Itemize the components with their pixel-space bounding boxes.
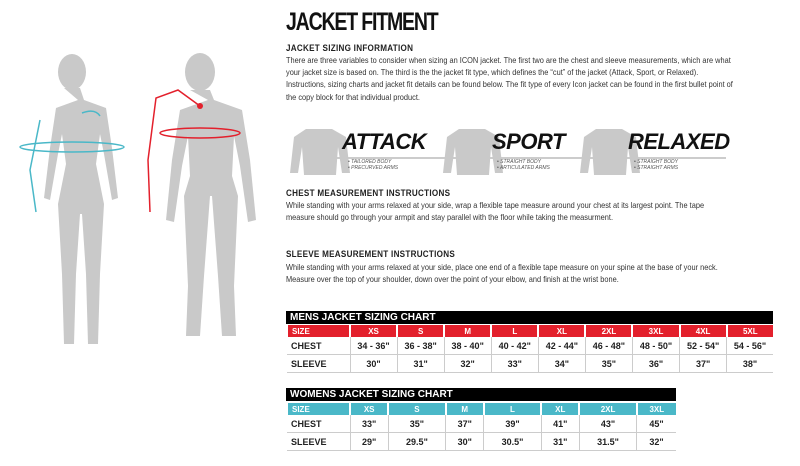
table-cell: XS [348, 403, 389, 415]
row-label: SLEEVE [287, 432, 350, 451]
chest-heading: CHEST MEASUREMENT INSTRUCTIONS [286, 188, 451, 198]
male-measure-lines [147, 89, 241, 213]
table-cell: 2XL [584, 325, 633, 337]
table-cell: 52 - 54" [679, 337, 727, 355]
table-cell: 32" [443, 354, 492, 373]
row-label: SIZE [286, 403, 350, 415]
womens-chart-title: WOMENS JACKET SIZING CHART [286, 388, 676, 401]
table-cell: 31" [396, 354, 445, 373]
table-cell: 45" [636, 415, 676, 433]
chest-text: While standing with your arms relaxed at… [286, 200, 705, 223]
sizing-info-heading: JACKET SIZING INFORMATION [286, 43, 414, 53]
table-cell: 30" [349, 354, 398, 373]
table-cell: 29" [349, 432, 389, 451]
table-row: SLEEVE 29" 29.5" 30" 30.5" 31" 31.5" 32" [287, 432, 676, 451]
fit-types: ATTACK • TAILORED BODY • PRECURVED ARMS S… [286, 127, 730, 177]
sleeve-text: While standing with your arms relaxed at… [286, 262, 718, 285]
table-cell: 34 - 36" [349, 337, 398, 355]
table-row: CHEST 33" 35" 37" 39" 41" 43" 45" [287, 415, 676, 433]
header-row: SIZE XS S M L XL 2XL 3XL [286, 403, 676, 415]
table-cell: 46 - 48" [584, 337, 633, 355]
table-cell: 5XL [725, 325, 773, 337]
table-cell: S [396, 325, 445, 337]
jacket-icon [580, 129, 640, 175]
table-cell: XS [348, 325, 398, 337]
table-cell: 40 - 42" [490, 337, 539, 355]
table-cell: 39" [483, 415, 542, 433]
table-cell: 30" [445, 432, 484, 451]
table-cell: 33" [349, 415, 389, 433]
table-cell: 36" [631, 354, 680, 373]
female-measure-lines [19, 110, 125, 213]
row-label: CHEST [287, 337, 350, 355]
table-cell: L [490, 325, 539, 337]
body-measurement-figures [19, 53, 256, 344]
table-cell: L [482, 403, 542, 415]
female-figure-illustration [44, 54, 118, 344]
table-cell: 38" [726, 354, 773, 373]
table-cell: M [443, 325, 492, 337]
mens-sizing-table: SIZE XS S M L XL 2XL 3XL 4XL 5XL CHEST 34 - 36" 36 -… [286, 325, 773, 373]
table-cell: 35" [584, 354, 633, 373]
row-label: CHEST [287, 415, 350, 433]
table-cell: 4XL [678, 325, 727, 337]
table-cell: 31" [540, 432, 580, 451]
table-cell: S [387, 403, 446, 415]
table-cell: 30.5" [483, 432, 542, 451]
mens-chart-title: MENS JACKET SIZING CHART [286, 311, 773, 324]
table-cell: 32" [636, 432, 676, 451]
table-cell: 3XL [631, 325, 680, 337]
table-cell: 34" [537, 354, 586, 373]
table-cell: 3XL [635, 403, 676, 415]
header-row: SIZE XS S M L XL 2XL 3XL 4XL 5XL [286, 325, 773, 337]
table-cell: 37" [445, 415, 484, 433]
table-cell: 37" [679, 354, 727, 373]
table-cell: 48 - 50" [631, 337, 680, 355]
table-cell: 54 - 56" [726, 337, 773, 355]
table-cell: 35" [387, 415, 446, 433]
womens-sizing-table: SIZE XS S M L XL 2XL 3XL CHEST 33" 35" 37" 39" 41" 43"… [286, 403, 676, 451]
male-figure-illustration [166, 53, 256, 336]
page-title: JACKET FITMENT [286, 8, 439, 36]
table-cell: 38 - 40" [443, 337, 492, 355]
table-cell: 31.5" [578, 432, 637, 451]
table-cell: 36 - 38" [396, 337, 445, 355]
sleeve-heading: SLEEVE MEASUREMENT INSTRUCTIONS [286, 249, 456, 259]
table-cell: 33" [490, 354, 539, 373]
jacket-icon [290, 129, 350, 175]
table-cell: 29.5" [387, 432, 446, 451]
divider [306, 157, 726, 159]
table-cell: 41" [540, 415, 580, 433]
row-label: SLEEVE [287, 354, 350, 373]
table-cell: 42 - 44" [537, 337, 586, 355]
table-cell: XL [540, 403, 580, 415]
table-row: SLEEVE 30" 31" 32" 33" 34" 35" 36" 37" 38" [287, 354, 773, 373]
sizing-info-text: There are three variables to consider wh… [286, 55, 733, 102]
jacket-icon [443, 129, 503, 175]
table-cell: XL [537, 325, 586, 337]
sleeve-start-dot [197, 103, 203, 109]
table-cell: 43" [578, 415, 637, 433]
table-row: CHEST 34 - 36" 36 - 38" 38 - 40" 40 - 42" 42 … [287, 337, 773, 355]
table-cell: M [444, 403, 484, 415]
row-label: SIZE [286, 325, 350, 337]
table-cell: 2XL [578, 403, 637, 415]
